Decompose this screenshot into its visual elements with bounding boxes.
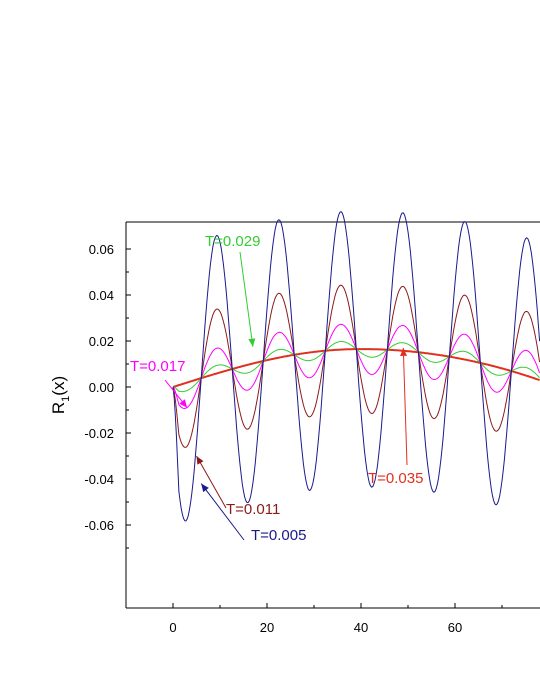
annotation-label-3: T=0.005 [251,527,306,544]
annotation-arrowhead-3 [201,483,209,493]
annotation-layer: T=0.029 T=0.017 T=0.011 T=0.005 T=0.035 [130,233,423,544]
y-tick-label-3: 0.00 [89,380,114,395]
y-axis-label-sub: 1 [60,396,72,402]
series-layer [172,210,540,522]
y-axis-label-tail: (x) [49,376,68,396]
x-tick-label-2: 40 [354,620,368,635]
y-tick-label-6: -0.06 [84,518,114,533]
y-tick-label-2: 0.02 [89,334,114,349]
annotation-label-2: T=0.011 [226,501,280,518]
plot-frame [125,221,540,609]
annotation-arrow-3 [200,483,245,541]
x-ticks: 0 20 40 60 [169,603,503,635]
y-axis-label: R1(x) [49,376,72,414]
annotation-arrowhead-1 [179,399,188,408]
x-tick-label-0: 0 [169,620,176,635]
annotation-arrow-4 [402,347,408,466]
annotation-label-0: T=0.029 [205,233,260,250]
y-tick-label-0: 0.06 [89,242,114,257]
annotation-label-4: T=0.035 [368,470,423,487]
series-line-4 [172,210,540,522]
annotation-arrowhead-0 [248,338,256,347]
y-tick-label-1: 0.04 [89,288,114,303]
annotation-label-1: T=0.017 [130,358,185,375]
annotation-arrowhead-2 [196,456,204,465]
annotation-arrowhead-4 [400,347,408,357]
annotation-arrow-0 [239,251,254,347]
x-tick-label-3: 60 [448,620,462,635]
y-axis-label-main: R [49,402,68,414]
y-tick-label-5: -0.04 [84,472,114,487]
x-tick-label-1: 20 [260,620,274,635]
y-ticks: 0.06 0.04 0.02 0.00 -0.02 -0.04 -0.06 [84,242,131,549]
annotation-arrow-2 [196,455,227,509]
y-tick-label-4: -0.02 [84,426,114,441]
